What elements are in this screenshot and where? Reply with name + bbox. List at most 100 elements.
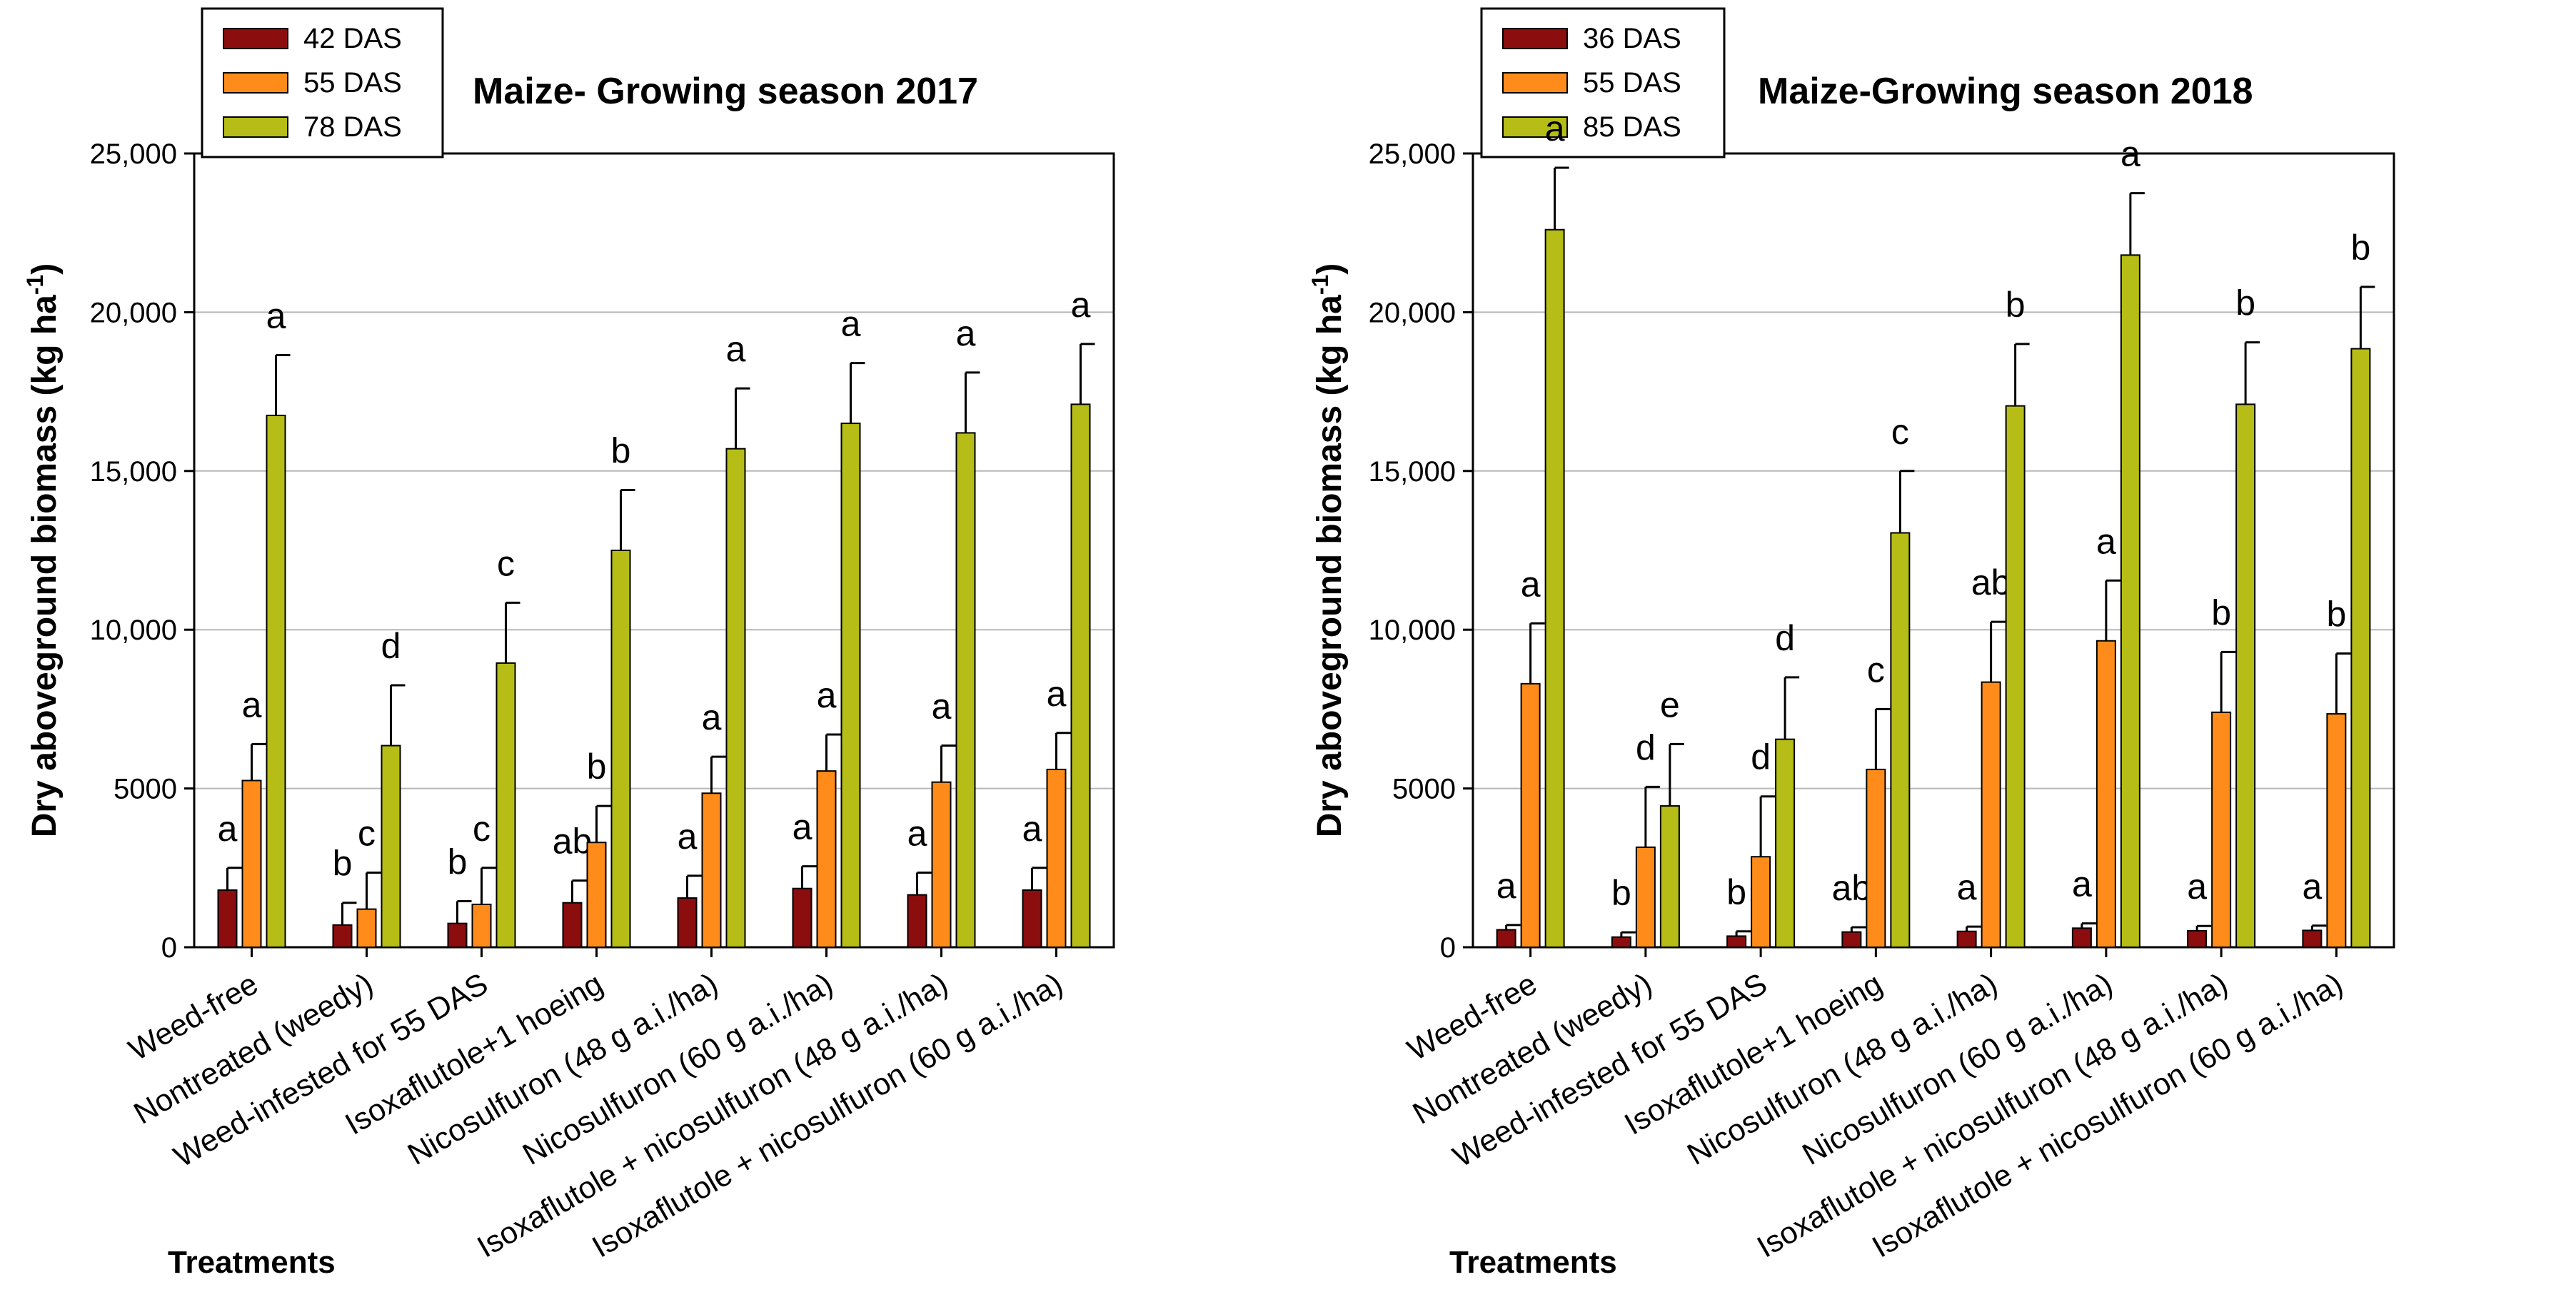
plot-frame bbox=[1471, 152, 2395, 949]
significance-letter: a bbox=[726, 329, 746, 369]
bar bbox=[677, 897, 698, 949]
significance-letter: a bbox=[841, 304, 861, 344]
y-axis-label: Dry aboveground biomass (kg ha-1) bbox=[1307, 263, 1349, 838]
significance-letter: b bbox=[1611, 873, 1631, 913]
significance-letter: a bbox=[1521, 564, 1541, 604]
significance-letter: ab bbox=[1971, 562, 2011, 602]
bar bbox=[1981, 681, 2001, 948]
y-tick-label: 10,000 bbox=[90, 615, 177, 646]
significance-letter: a bbox=[1957, 867, 1977, 907]
significance-letter: a bbox=[2187, 867, 2207, 907]
significance-letter: c bbox=[473, 809, 490, 849]
bar bbox=[725, 448, 746, 948]
bar bbox=[1046, 768, 1067, 948]
significance-letter: a bbox=[678, 817, 698, 857]
bar bbox=[907, 894, 927, 949]
significance-letter: a bbox=[218, 809, 238, 849]
significance-letter: c bbox=[358, 813, 376, 853]
significance-letter: a bbox=[956, 313, 976, 353]
significance-letter: b bbox=[611, 430, 631, 470]
significance-letter: e bbox=[1660, 685, 1680, 725]
bar bbox=[2071, 927, 2092, 949]
bar bbox=[1520, 682, 1541, 948]
significance-letter: b bbox=[2235, 283, 2255, 323]
significance-letter: a bbox=[242, 685, 262, 725]
chart-panel-1: 0 5000 10,000 15,000 20,000 25,000 Dry abovegr… bbox=[22, 7, 1115, 1280]
significance-letter: b bbox=[587, 747, 607, 787]
chart-panel-2: 0 5000 10,000 15,000 20,000 25,000 Dry abovegr… bbox=[1307, 7, 2395, 1280]
bar bbox=[931, 781, 952, 948]
bar bbox=[816, 770, 837, 948]
significance-letter: b bbox=[2326, 595, 2346, 635]
legend-swatch bbox=[1502, 28, 1568, 49]
legend-swatch bbox=[1502, 72, 1568, 94]
legend-label: 55 DAS bbox=[1583, 67, 1681, 99]
legend-swatch bbox=[223, 116, 288, 138]
significance-letter: a bbox=[266, 296, 286, 335]
bar bbox=[2211, 711, 2232, 949]
significance-letter: a bbox=[1071, 285, 1091, 325]
legend-swatch bbox=[223, 28, 288, 49]
bar bbox=[1496, 929, 1516, 949]
significance-letter: b bbox=[2211, 592, 2231, 632]
bar bbox=[955, 432, 976, 948]
y-tick-label: 10,000 bbox=[1369, 615, 1456, 646]
bar bbox=[495, 662, 516, 948]
significance-letter: d bbox=[381, 626, 401, 666]
y-axis-label: Dry aboveground biomass (kg ha-1) bbox=[22, 263, 64, 838]
y-tick-label: 15,000 bbox=[1369, 456, 1456, 488]
significance-letter: c bbox=[497, 543, 515, 583]
y-tick-label: 0 bbox=[161, 932, 177, 964]
significance-letter: a bbox=[793, 807, 812, 847]
significance-letter: ab bbox=[553, 822, 593, 862]
bar bbox=[1956, 930, 1977, 949]
plot-frame bbox=[193, 152, 1115, 949]
y-tick-label: 0 bbox=[1440, 932, 1456, 964]
chart-title: Maize- Growing season 2017 bbox=[473, 71, 978, 112]
bar bbox=[1751, 856, 1771, 949]
significance-letter: a bbox=[1047, 674, 1067, 714]
chart-title: Maize-Growing season 2018 bbox=[1758, 71, 2253, 112]
bar bbox=[217, 889, 238, 949]
y-tick-label: 15,000 bbox=[90, 456, 177, 488]
bar bbox=[2302, 929, 2323, 949]
bar bbox=[792, 887, 812, 949]
bar bbox=[1611, 936, 1631, 948]
bar bbox=[356, 908, 377, 949]
bar bbox=[381, 745, 401, 948]
significance-letter: a bbox=[907, 813, 927, 853]
bar bbox=[1544, 228, 1565, 948]
legend-label: 78 DAS bbox=[303, 111, 402, 143]
bar bbox=[2326, 713, 2347, 949]
bar bbox=[701, 792, 722, 948]
bar bbox=[2350, 348, 2371, 948]
bar bbox=[2095, 640, 2116, 948]
y-tick-label: 5000 bbox=[114, 774, 177, 805]
y-tick-label: 5000 bbox=[1392, 774, 1456, 805]
significance-letter: ab bbox=[1832, 868, 1872, 908]
y-tick-label: 25,000 bbox=[90, 138, 177, 170]
y-tick-label: 20,000 bbox=[90, 297, 177, 328]
legend-label: 55 DAS bbox=[303, 67, 402, 99]
bar bbox=[1866, 768, 1886, 948]
significance-letter: a bbox=[2302, 867, 2322, 907]
legend-swatch bbox=[223, 72, 288, 94]
bar bbox=[1022, 889, 1042, 949]
significance-letter: b bbox=[2006, 285, 2026, 325]
bar bbox=[471, 903, 492, 949]
bar bbox=[447, 922, 468, 949]
legend-swatch bbox=[1502, 116, 1568, 138]
significance-letter: b bbox=[2350, 228, 2370, 268]
bar bbox=[2187, 929, 2208, 948]
bar bbox=[241, 779, 262, 948]
significance-letter: b bbox=[333, 844, 353, 884]
significance-letter: a bbox=[2120, 134, 2140, 174]
significance-letter: a bbox=[2072, 864, 2092, 904]
bar bbox=[1635, 846, 1656, 948]
significance-letter: a bbox=[817, 675, 837, 715]
significance-letter: c bbox=[1891, 412, 1909, 452]
legend-label: 85 DAS bbox=[1583, 111, 1681, 143]
legend-label: 42 DAS bbox=[303, 23, 402, 54]
significance-letter: a bbox=[1496, 866, 1516, 906]
